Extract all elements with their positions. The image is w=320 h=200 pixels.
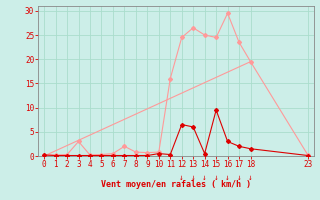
Text: ↓: ↓ bbox=[237, 173, 241, 182]
Text: ↓: ↓ bbox=[180, 173, 184, 182]
Text: ↓: ↓ bbox=[214, 173, 219, 182]
Text: ↓: ↓ bbox=[248, 173, 253, 182]
Text: ↓: ↓ bbox=[225, 173, 230, 182]
X-axis label: Vent moyen/en rafales ( km/h ): Vent moyen/en rafales ( km/h ) bbox=[101, 180, 251, 189]
Text: ↓: ↓ bbox=[191, 173, 196, 182]
Text: ↓: ↓ bbox=[202, 173, 207, 182]
